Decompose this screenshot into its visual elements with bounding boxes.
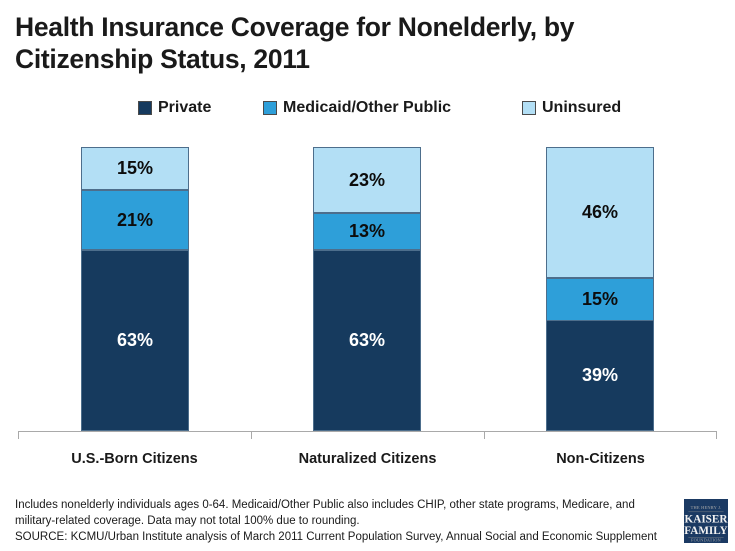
svg-text:KAISER: KAISER <box>685 514 728 526</box>
svg-text:FAMILY: FAMILY <box>684 525 728 537</box>
svg-text:THE HENRY J.: THE HENRY J. <box>691 505 722 510</box>
svg-text:FOUNDATION: FOUNDATION <box>691 537 721 542</box>
